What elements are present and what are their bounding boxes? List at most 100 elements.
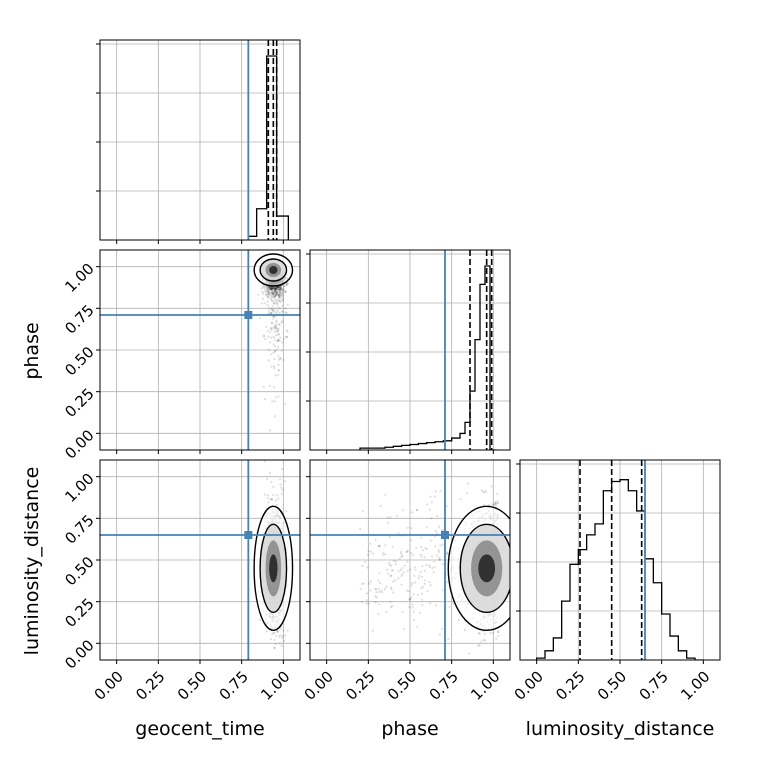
scatter-point bbox=[425, 547, 428, 551]
scatter-point bbox=[281, 310, 284, 313]
scatter-point bbox=[478, 632, 481, 635]
scatter-point bbox=[268, 287, 271, 290]
scatter-point bbox=[277, 358, 281, 361]
scatter-point bbox=[271, 291, 274, 294]
scatter-point bbox=[284, 290, 287, 293]
scatter-point bbox=[423, 582, 426, 585]
scatter-point bbox=[276, 330, 280, 333]
scatter-point bbox=[269, 286, 272, 289]
scatter-point bbox=[272, 485, 275, 488]
scatter-point bbox=[271, 305, 274, 308]
scatter-point bbox=[382, 553, 385, 556]
scatter-point bbox=[273, 296, 276, 299]
scatter-point bbox=[281, 341, 284, 344]
scatter-point bbox=[270, 287, 273, 290]
scatter-point bbox=[271, 287, 274, 290]
scatter-point bbox=[274, 325, 277, 328]
scatter-point bbox=[421, 598, 424, 601]
scatter-point bbox=[377, 587, 380, 590]
scatter-point bbox=[279, 294, 282, 297]
scatter-point bbox=[273, 295, 277, 298]
scatter-point bbox=[406, 526, 409, 530]
scatter-point bbox=[281, 295, 284, 298]
scatter-point bbox=[272, 292, 275, 295]
scatter-point bbox=[440, 627, 444, 630]
scatter-point bbox=[272, 293, 275, 296]
scatter-point bbox=[406, 560, 409, 563]
scatter-point bbox=[490, 485, 493, 488]
scatter-point bbox=[391, 605, 394, 608]
panel-geocent_time-phase: 0.00 0.25 0.50 0.75 1.00 bbox=[61, 249, 301, 463]
scatter-point bbox=[267, 295, 270, 298]
scatter-point bbox=[270, 307, 273, 310]
scatter-point bbox=[391, 545, 394, 548]
scatter-point bbox=[386, 521, 389, 524]
y-tick-label: 1.00 bbox=[61, 260, 97, 296]
scatter-point bbox=[267, 359, 270, 362]
scatter-point bbox=[271, 286, 274, 289]
scatter-point bbox=[381, 591, 384, 594]
x-tick-label: 0.50 bbox=[174, 668, 210, 704]
scatter-point bbox=[272, 310, 275, 313]
scatter-point bbox=[278, 323, 281, 326]
scatter-point bbox=[433, 495, 436, 498]
scatter-point bbox=[273, 350, 277, 353]
scatter-point bbox=[279, 288, 282, 291]
histogram-geocent_time bbox=[247, 55, 289, 240]
scatter-point bbox=[447, 638, 450, 641]
scatter-point bbox=[496, 631, 500, 634]
density-contour bbox=[269, 554, 278, 583]
scatter-point bbox=[277, 294, 280, 297]
scatter-point bbox=[273, 308, 276, 311]
scatter-point bbox=[267, 290, 270, 293]
y-tick-label: 0.25 bbox=[61, 595, 97, 631]
scatter-point bbox=[267, 292, 270, 295]
scatter-point bbox=[260, 287, 263, 290]
scatter-point bbox=[272, 493, 275, 497]
scatter-point bbox=[414, 568, 417, 571]
scatter-point bbox=[273, 646, 276, 649]
scatter-point bbox=[410, 527, 413, 530]
scatter-point bbox=[270, 287, 273, 290]
scatter-point bbox=[269, 498, 272, 501]
scatter-point bbox=[280, 288, 283, 291]
scatter-point bbox=[391, 569, 394, 572]
scatter-point bbox=[279, 627, 283, 630]
scatter-point bbox=[279, 634, 282, 637]
scatter-point bbox=[415, 508, 418, 511]
scatter-point bbox=[394, 563, 397, 566]
x-tick-label: 0.75 bbox=[426, 668, 462, 704]
scatter-point bbox=[277, 346, 280, 349]
scatter-point bbox=[274, 293, 277, 296]
scatter-point bbox=[266, 288, 270, 291]
scatter-point bbox=[276, 373, 279, 376]
scatter-point bbox=[263, 398, 267, 401]
y-tick-label: 1.00 bbox=[61, 470, 97, 506]
scatter-point bbox=[420, 575, 423, 578]
scatter-point bbox=[406, 549, 409, 552]
y-tick-label: 0.00 bbox=[61, 636, 97, 672]
scatter-point bbox=[385, 610, 388, 614]
scatter-point bbox=[411, 606, 414, 609]
scatter-point bbox=[285, 510, 288, 513]
scatter-point bbox=[278, 292, 281, 296]
scatter-point bbox=[391, 580, 395, 583]
scatter-point bbox=[272, 286, 275, 289]
scatter-point bbox=[438, 556, 441, 559]
truth-marker bbox=[244, 311, 253, 319]
scatter-point bbox=[269, 287, 272, 290]
panel-content bbox=[100, 460, 300, 660]
scatter-point bbox=[382, 551, 385, 554]
scatter-point bbox=[397, 577, 400, 580]
scatter-point bbox=[271, 309, 274, 312]
scatter-point bbox=[281, 291, 284, 294]
scatter-point bbox=[269, 638, 272, 641]
scatter-point bbox=[277, 333, 280, 336]
scatter-point bbox=[359, 587, 362, 591]
scatter-point bbox=[463, 628, 466, 632]
scatter-point bbox=[369, 542, 372, 545]
scatter-point bbox=[284, 291, 287, 294]
scatter-point bbox=[279, 357, 282, 360]
scatter-point bbox=[272, 302, 276, 305]
scatter-point bbox=[265, 630, 268, 633]
